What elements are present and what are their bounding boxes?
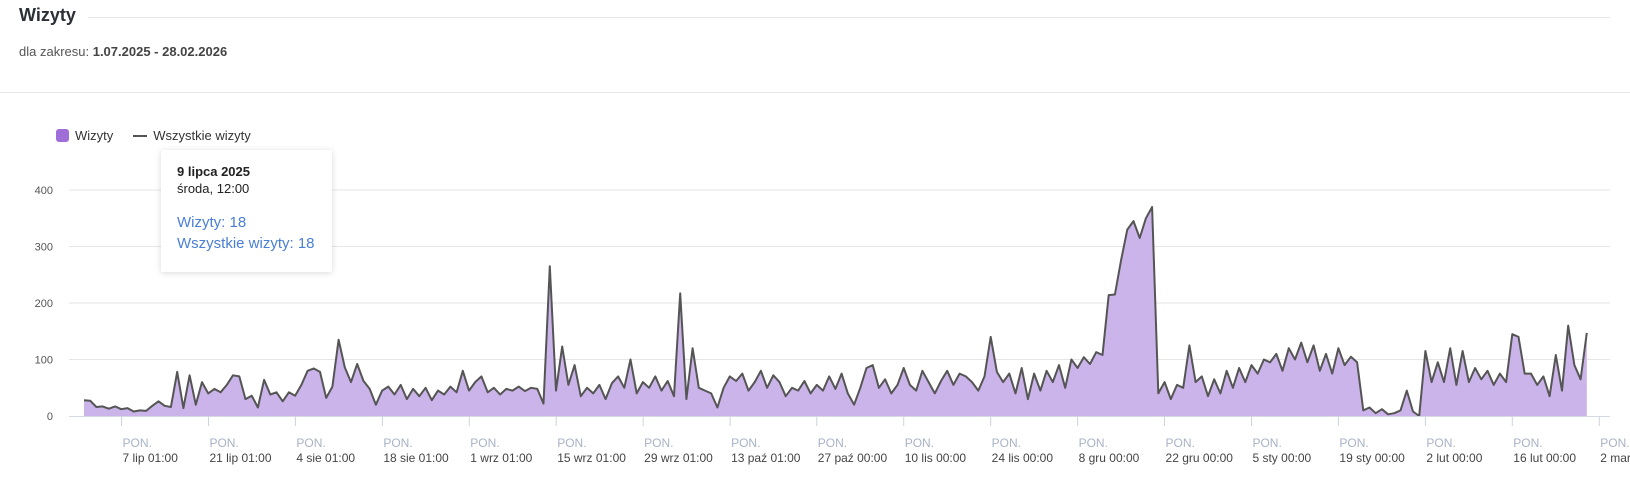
page-title: Wizyty bbox=[19, 5, 76, 25]
x-tick-label: 4 sie 01:00 bbox=[296, 451, 355, 465]
x-tick-label: 2 mar 00:00 bbox=[1600, 451, 1630, 465]
x-tick-label: 1 wrz 01:00 bbox=[470, 451, 532, 465]
x-tick-weekday: PON. bbox=[1079, 436, 1108, 450]
x-tick-label: 19 sty 00:00 bbox=[1339, 451, 1405, 465]
legend-item-wszystkie-wizyty[interactable]: Wszystkie wizyty bbox=[133, 128, 251, 143]
date-range: dla zakresu: 1.07.2025 - 28.02.2026 bbox=[19, 44, 227, 59]
x-tick-weekday: PON. bbox=[818, 436, 847, 450]
x-tick-weekday: PON. bbox=[1426, 436, 1455, 450]
legend-swatch-square bbox=[56, 129, 69, 142]
date-range-label: dla zakresu: bbox=[19, 44, 90, 59]
x-tick-label: 16 lut 00:00 bbox=[1513, 451, 1576, 465]
tooltip-value-wizyty: Wizyty: 18 bbox=[177, 214, 247, 231]
legend-swatch-line bbox=[133, 134, 148, 137]
y-tick-label: 200 bbox=[35, 298, 53, 310]
x-tick-weekday: PON. bbox=[1513, 436, 1542, 450]
x-tick-label: 29 wrz 01:00 bbox=[644, 451, 713, 465]
x-tick-label: 13 paź 01:00 bbox=[731, 451, 801, 465]
legend-label: Wszystkie wizyty bbox=[153, 128, 251, 143]
chart-tooltip: 9 lipca 2025 środa, 12:00 Wizyty: 18 Wsz… bbox=[161, 150, 332, 272]
x-tick-label: 24 lis 00:00 bbox=[992, 451, 1054, 465]
x-tick-label: 22 gru 00:00 bbox=[1166, 451, 1234, 465]
x-tick-weekday: PON. bbox=[470, 436, 499, 450]
chart-legend: Wizyty Wszystkie wizyty bbox=[56, 128, 271, 143]
title-divider bbox=[88, 17, 1610, 18]
x-tick-weekday: PON. bbox=[905, 436, 934, 450]
x-tick-label: 27 paź 00:00 bbox=[818, 451, 888, 465]
date-range-value: 1.07.2025 - 28.02.2026 bbox=[92, 44, 228, 59]
x-tick-weekday: PON. bbox=[383, 436, 412, 450]
legend-item-wizyty[interactable]: Wizyty bbox=[56, 128, 113, 143]
x-tick-weekday: PON. bbox=[123, 436, 152, 450]
x-tick-weekday: PON. bbox=[1339, 436, 1368, 450]
x-tick-weekday: PON. bbox=[992, 436, 1021, 450]
x-tick-label: 10 lis 00:00 bbox=[905, 451, 967, 465]
tooltip-time: środa, 12:00 bbox=[177, 181, 250, 196]
tooltip-value-wszystkie: Wszystkie wizyty: 18 bbox=[177, 235, 315, 252]
x-tick-label: 2 lut 00:00 bbox=[1426, 451, 1482, 465]
x-tick-weekday: PON. bbox=[209, 436, 238, 450]
y-tick-label: 100 bbox=[35, 355, 53, 367]
x-tick-label: 5 sty 00:00 bbox=[1252, 451, 1311, 465]
section-divider bbox=[0, 92, 1630, 93]
x-tick-weekday: PON. bbox=[731, 436, 760, 450]
tooltip-date: 9 lipca 2025 bbox=[177, 164, 250, 179]
series-area-wizyty bbox=[84, 207, 1587, 416]
x-tick-label: 8 gru 00:00 bbox=[1079, 451, 1140, 465]
x-tick-label: 15 wrz 01:00 bbox=[557, 451, 626, 465]
y-tick-label: 300 bbox=[35, 242, 53, 254]
x-tick-label: 18 sie 01:00 bbox=[383, 451, 449, 465]
x-tick-weekday: PON. bbox=[1166, 436, 1195, 450]
x-tick-label: 7 lip 01:00 bbox=[123, 451, 179, 465]
legend-label: Wizyty bbox=[75, 128, 114, 143]
y-tick-label: 400 bbox=[35, 185, 53, 197]
x-tick-weekday: PON. bbox=[557, 436, 586, 450]
x-tick-weekday: PON. bbox=[1600, 436, 1629, 450]
series-line-wszystkie-wizyty bbox=[83, 206, 1588, 417]
x-tick-label: 21 lip 01:00 bbox=[209, 451, 271, 465]
x-tick-weekday: PON. bbox=[1252, 436, 1281, 450]
x-tick-weekday: PON. bbox=[644, 436, 673, 450]
x-tick-weekday: PON. bbox=[296, 436, 325, 450]
y-tick-label: 0 bbox=[47, 411, 53, 423]
